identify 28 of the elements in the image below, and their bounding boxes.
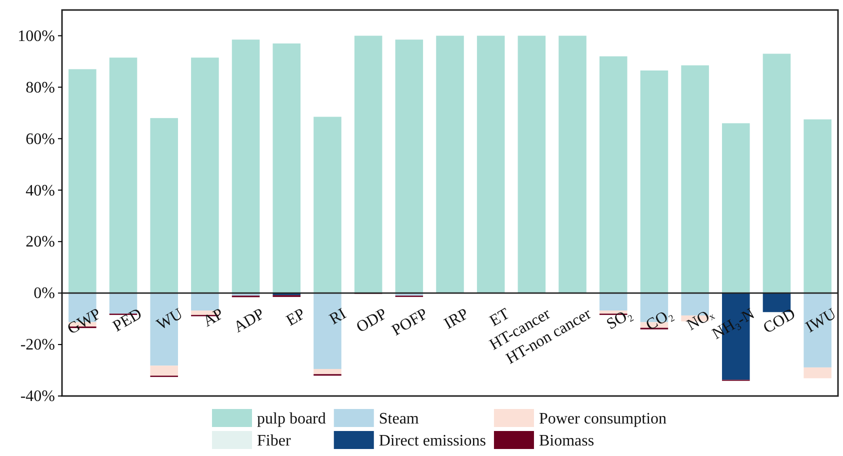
x-tick-label: SO₂ (604, 306, 635, 334)
x-tick-label: CO₂ (643, 306, 676, 334)
y-tick-label: 60% (26, 130, 55, 148)
legend-label: Direct emissions (378, 432, 486, 450)
x-tick-label: WU (154, 305, 186, 334)
x-tick-label: POFP (389, 305, 431, 340)
x-tick-label: COD (760, 306, 798, 338)
x-tick-label: AP (200, 305, 227, 330)
x-tick-label: IWU (802, 305, 840, 336)
legend-label: Fiber (257, 432, 292, 450)
x-tick-label: GWP (64, 305, 104, 338)
y-tick-label: 0% (34, 285, 55, 302)
y-tick-label: -20% (20, 336, 55, 354)
y-tick-label: -40% (20, 388, 55, 406)
y-tick-label: 40% (26, 182, 55, 200)
legend-label: pulp board (257, 410, 326, 428)
x-tick-label: EP (284, 305, 308, 330)
legend-label: Steam (378, 410, 420, 428)
legend-label: Power consumption (538, 410, 667, 428)
x-tick-label: IRP (442, 305, 472, 333)
y-tick-label: 20% (26, 234, 55, 251)
x-tick-label: ODP (354, 305, 390, 336)
x-tick-label: ADP (231, 305, 268, 336)
legend-label: Biomass (538, 432, 594, 450)
y-tick-label: 100% (18, 28, 55, 45)
x-tick-label: PED (110, 306, 145, 336)
y-tick-label: 80% (26, 79, 55, 96)
x-tick-label: RI (326, 306, 350, 328)
